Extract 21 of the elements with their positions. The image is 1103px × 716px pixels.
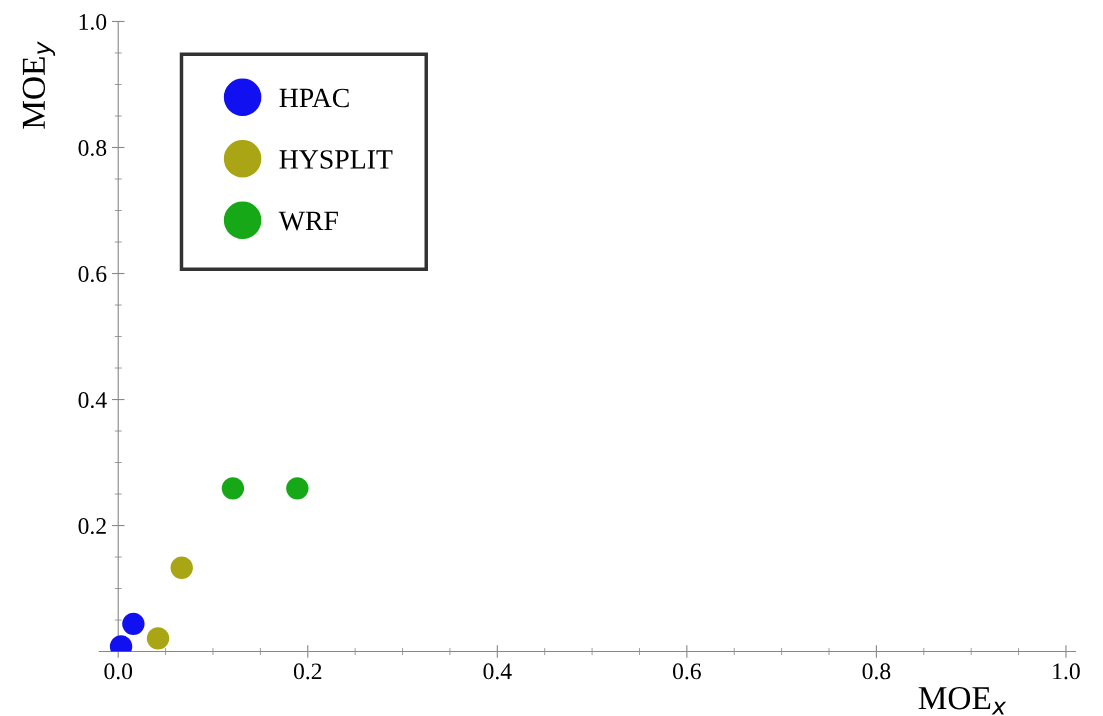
x-axis-title: MOE$_{x}$ — [918, 687, 1007, 715]
point — [122, 612, 145, 636]
y-axis-title: MOE$_{y}$ — [22, 41, 56, 129]
x-tick-label: 1.0 — [1053, 663, 1080, 680]
x-tick-label: 0.4 — [483, 663, 512, 680]
point — [146, 627, 170, 650]
y-tick-label: 0.8 — [78, 139, 107, 157]
x-tick-label: 0.0 — [104, 663, 133, 680]
point — [221, 477, 245, 500]
legend-label: HPAC — [279, 88, 349, 108]
y-tick-label: 0.2 — [78, 518, 106, 535]
point — [286, 477, 309, 500]
y-tick-label: 0.4 — [78, 392, 107, 409]
y-tick-label: 0.6 — [78, 266, 107, 283]
point — [170, 556, 193, 579]
x-tick-label: 0.8 — [862, 663, 891, 680]
legend-label: HYSPLIT — [279, 150, 393, 169]
legend-label: WRF — [278, 211, 338, 231]
x-tick-label: 0.6 — [673, 663, 701, 680]
y-tick-label: 1.0 — [79, 13, 107, 31]
x-tick-label: 0.2 — [293, 663, 322, 680]
